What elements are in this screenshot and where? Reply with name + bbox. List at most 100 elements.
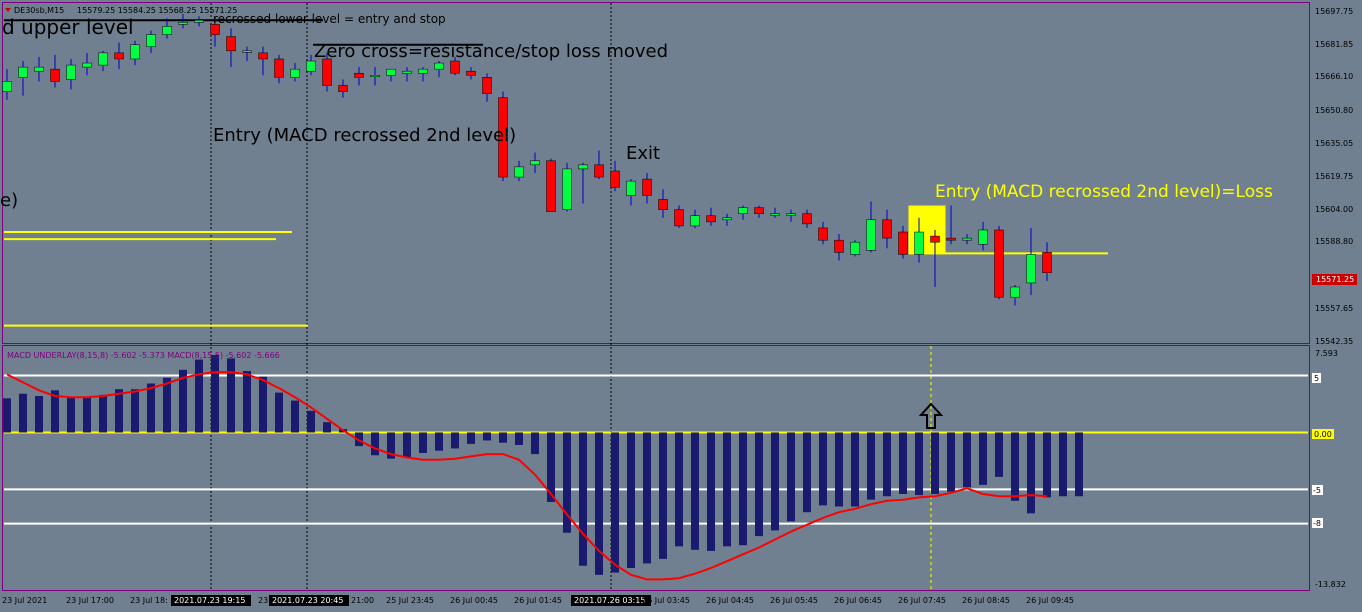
candle xyxy=(1026,227,1036,296)
macd-histogram-bar xyxy=(83,397,91,433)
current-price-badge xyxy=(1312,274,1357,285)
candle xyxy=(34,56,44,82)
candle-body-bear xyxy=(802,213,812,225)
candle-body-bear xyxy=(610,170,620,188)
macd-histogram-bar xyxy=(35,396,43,433)
candle-body-bull xyxy=(1010,286,1020,298)
macd-histogram-bar xyxy=(771,432,779,531)
macd-histogram-bar xyxy=(3,398,11,433)
macd-histogram-bar xyxy=(1027,432,1035,514)
macd-level-badge xyxy=(1312,373,1321,383)
macd-tick: -13.832 xyxy=(1315,580,1346,589)
macd-histogram-bar xyxy=(483,432,491,441)
candle-body-bull xyxy=(34,66,44,72)
candle-body-bull xyxy=(242,50,252,53)
candle xyxy=(610,160,620,192)
candle-body-bear xyxy=(642,178,652,196)
candle xyxy=(674,205,684,228)
macd-histogram-bar xyxy=(259,376,267,433)
time-tick: 26 Jul 08:45 xyxy=(962,596,1010,605)
candle-body-bear xyxy=(338,85,348,92)
macd-histogram-bar xyxy=(643,432,651,564)
candle xyxy=(530,152,540,173)
candle xyxy=(466,67,476,80)
candle-body-bull xyxy=(370,75,380,78)
candle-body-bear xyxy=(466,70,476,76)
time-highlight-badge xyxy=(269,595,349,606)
window-menu-triangle-icon[interactable] xyxy=(5,8,11,12)
price-tick: 15542.35 xyxy=(1315,337,1353,346)
macd-histogram-bar xyxy=(739,432,747,546)
macd-histogram-bar xyxy=(851,432,859,507)
macd-histogram-bar xyxy=(963,432,971,488)
candle-body-bull xyxy=(66,64,76,80)
macd-histogram-bar xyxy=(931,432,939,494)
candle xyxy=(210,16,220,47)
macd-histogram-bar xyxy=(563,432,571,533)
macd-histogram-bar xyxy=(147,383,155,433)
candle-body-bull xyxy=(978,229,988,245)
candle xyxy=(898,225,908,259)
candle xyxy=(562,162,572,212)
candle xyxy=(658,189,668,218)
price-tick: 15635.05 xyxy=(1315,139,1353,148)
macd-histogram-bar xyxy=(499,432,507,443)
macd-histogram-bar xyxy=(467,432,475,444)
candle-body-bear xyxy=(594,164,604,178)
macd-histogram-bar xyxy=(659,432,667,559)
macd-histogram-bar xyxy=(227,358,235,433)
macd-histogram-bar xyxy=(579,432,587,566)
macd-histogram-bar xyxy=(307,410,315,433)
macd-axis: 7.593 5 0.00 -5 -8 -13.832 xyxy=(1312,349,1346,589)
candle xyxy=(114,42,124,70)
candle xyxy=(130,40,140,66)
candle-body-bear xyxy=(210,24,220,35)
time-tick: 26 Jul 03:45 xyxy=(642,596,690,605)
time-axis: 23 Jul 2021 23 Jul 17:00 23 Jul 18: 2021… xyxy=(2,595,1074,606)
candle-body-bull xyxy=(626,180,636,196)
candle xyxy=(370,67,380,86)
candle xyxy=(994,225,1004,300)
macd-level-badge xyxy=(1312,485,1323,495)
price-panel-border xyxy=(2,2,1310,344)
macd-histogram-bar xyxy=(611,432,619,573)
price-levels xyxy=(4,19,1108,327)
time-tick-highlight: 2021.07.26 03:15 xyxy=(574,596,645,605)
candle xyxy=(306,54,316,76)
candle xyxy=(802,209,812,228)
macd-histogram-bar xyxy=(163,377,171,433)
candle-body-bull xyxy=(306,60,316,72)
candle-body-bull xyxy=(194,20,204,23)
candle xyxy=(594,150,604,180)
candle xyxy=(338,79,348,98)
macd-histogram-bar xyxy=(803,432,811,513)
macd-histogram-bar xyxy=(531,432,539,455)
macd-tick: -5 xyxy=(1313,486,1321,495)
macd-histogram-bar xyxy=(515,432,523,446)
candle xyxy=(418,67,428,82)
macd-tick: 7.593 xyxy=(1315,349,1338,358)
candle xyxy=(850,240,860,257)
candle-body-bull xyxy=(18,66,28,78)
candle xyxy=(946,205,956,245)
candle xyxy=(498,91,508,182)
candle-body-bear xyxy=(930,235,940,243)
candles xyxy=(2,14,1052,306)
candle-body-bear xyxy=(114,52,124,60)
candle xyxy=(546,158,556,212)
macd-histogram-bar xyxy=(627,432,635,568)
macd-histogram-bar xyxy=(435,432,443,451)
candle-body-bear xyxy=(706,215,716,223)
candle xyxy=(738,205,748,220)
symbol-title: DE30sb,M15 xyxy=(14,6,64,15)
macd-tick: 0.00 xyxy=(1314,430,1332,439)
current-price-label: 15571.25 xyxy=(1316,275,1354,284)
candle-body-bull xyxy=(562,168,572,210)
candle xyxy=(978,221,988,251)
candle xyxy=(194,16,204,27)
candle xyxy=(82,52,92,76)
time-tick: 23 Jul 18: xyxy=(130,596,168,605)
macd-histogram-bar xyxy=(755,432,763,537)
macd-histogram-bar xyxy=(979,432,987,485)
